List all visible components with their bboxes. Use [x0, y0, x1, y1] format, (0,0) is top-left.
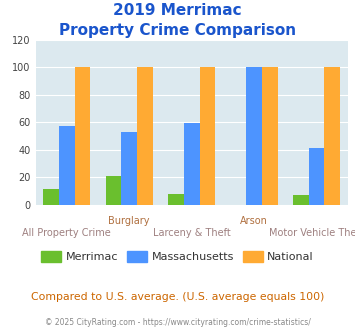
Bar	[137, 67, 153, 205]
Bar	[121, 132, 137, 205]
Text: Larceny & Theft: Larceny & Theft	[153, 228, 231, 238]
Legend: Merrimac, Massachusetts, National: Merrimac, Massachusetts, National	[37, 247, 318, 267]
Bar	[309, 148, 324, 205]
Text: Property Crime Comparison: Property Crime Comparison	[59, 23, 296, 38]
Text: Arson: Arson	[240, 216, 268, 226]
Bar	[246, 67, 262, 205]
Bar	[75, 67, 90, 205]
Text: © 2025 CityRating.com - https://www.cityrating.com/crime-statistics/: © 2025 CityRating.com - https://www.city…	[45, 318, 310, 327]
Bar	[59, 126, 75, 205]
Bar	[200, 67, 215, 205]
Bar	[262, 67, 278, 205]
Bar	[168, 194, 184, 205]
Bar	[324, 67, 340, 205]
Text: Burglary: Burglary	[109, 216, 150, 226]
Text: Compared to U.S. average. (U.S. average equals 100): Compared to U.S. average. (U.S. average …	[31, 292, 324, 302]
Bar	[184, 123, 200, 205]
Text: Motor Vehicle Theft: Motor Vehicle Theft	[269, 228, 355, 238]
Bar	[106, 176, 121, 205]
Text: 2019 Merrimac: 2019 Merrimac	[113, 3, 242, 18]
Bar	[293, 195, 309, 205]
Bar	[43, 189, 59, 205]
Text: All Property Crime: All Property Crime	[22, 228, 111, 238]
